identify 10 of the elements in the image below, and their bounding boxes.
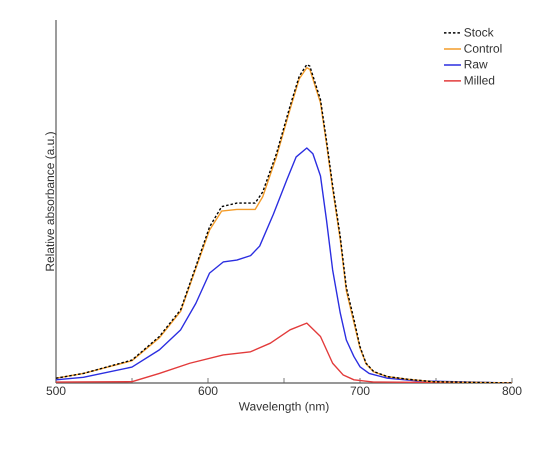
x-tick-label: 700 (350, 386, 370, 395)
legend-label: Control (464, 44, 502, 53)
y-axis-title: Relative absorbance (a.u.) (45, 132, 56, 271)
x-tick-label: 800 (502, 386, 522, 395)
legend-label: Raw (464, 60, 488, 68)
x-tick-label: 500 (46, 386, 66, 395)
x-axis-title: Wavelength (nm) (238, 402, 329, 413)
x-tick-label: 600 (198, 386, 218, 395)
legend-label: Stock (464, 28, 494, 37)
legend-label: Milled (464, 76, 494, 85)
